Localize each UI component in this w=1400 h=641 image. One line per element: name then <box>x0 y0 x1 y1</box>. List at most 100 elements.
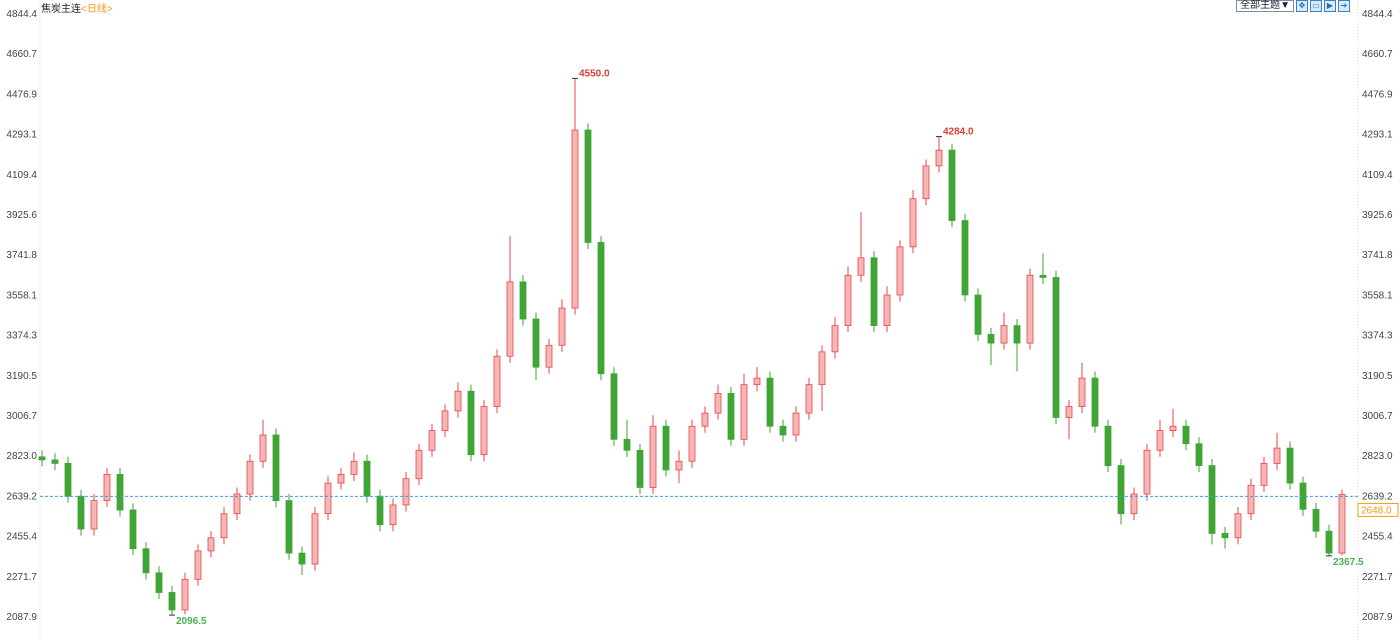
current-price-box <box>1357 502 1399 517</box>
play-icon[interactable]: ▶ <box>1324 0 1336 12</box>
candle-body <box>779 425 787 436</box>
y-tick-label-left: 4109.4 <box>6 170 37 181</box>
candle-body <box>246 460 254 495</box>
current-price-label: 2648.0 <box>1361 505 1392 516</box>
candle-body <box>597 242 605 375</box>
candle-body <box>1182 425 1190 445</box>
y-tick-label-right: 2087.9 <box>1362 612 1393 623</box>
candle-body <box>818 351 826 386</box>
candle-body <box>103 473 111 502</box>
y-tick-label-right: 3741.8 <box>1362 250 1393 261</box>
candle-body <box>688 425 696 462</box>
candle-body <box>233 493 241 515</box>
instrument-name: 焦炭主连 <box>41 4 81 15</box>
candle-body <box>506 281 514 357</box>
low-annotation: 2367.5 <box>1333 557 1364 568</box>
candle-body <box>454 390 462 412</box>
candle-body <box>38 456 46 461</box>
candle-body <box>285 500 293 554</box>
candle-body <box>532 318 540 368</box>
next-icon[interactable]: ➔ <box>1338 0 1350 12</box>
y-tick-label-right: 4476.9 <box>1362 89 1393 100</box>
candle-body <box>792 412 800 436</box>
candle-body <box>831 325 839 353</box>
candle-body <box>1000 325 1008 344</box>
candle-body <box>129 509 137 550</box>
candle-body <box>1039 274 1047 278</box>
candle-body <box>90 500 98 530</box>
candle-body <box>194 550 202 580</box>
period-label[interactable]: <日线> <box>81 4 113 15</box>
candle-body <box>1078 377 1086 407</box>
y-tick-label-right: 2639.2 <box>1362 491 1393 502</box>
candle-body <box>1091 377 1099 427</box>
candle-body <box>441 410 449 431</box>
y-tick-label-left: 3190.5 <box>6 371 37 382</box>
candle-body <box>337 473 345 484</box>
candle-body <box>311 513 319 565</box>
zoom-window-icon[interactable]: ▭ <box>1310 0 1322 12</box>
candle-body <box>649 425 657 488</box>
candle-body <box>753 377 761 386</box>
candle-body <box>1195 443 1203 466</box>
chart-title: 焦炭主连<日线> <box>41 0 113 15</box>
candle-body <box>51 459 59 464</box>
candle-body <box>935 149 943 167</box>
candle-body <box>857 257 865 276</box>
y-tick-label-right: 4660.7 <box>1362 49 1393 60</box>
candle-body <box>324 482 332 515</box>
candle-body <box>545 344 553 368</box>
y-tick-label-right: 4844.4 <box>1362 9 1393 20</box>
candle-body <box>584 129 592 243</box>
y-tick-label-left: 3374.3 <box>6 331 37 342</box>
y-tick-label-left: 3741.8 <box>6 250 37 261</box>
candle-body <box>974 294 982 335</box>
candle-body <box>675 460 683 471</box>
candle-body <box>1104 425 1112 466</box>
y-tick-label-right: 3558.1 <box>1362 290 1393 301</box>
candle-body <box>961 220 969 296</box>
candle-body <box>116 473 124 511</box>
candle-body <box>740 384 748 440</box>
candle-body <box>389 504 397 526</box>
y-tick-label-right: 4109.4 <box>1362 170 1393 181</box>
candle-body <box>883 294 891 326</box>
candle-body <box>1221 533 1229 539</box>
y-tick-label-right: 3190.5 <box>1362 371 1393 382</box>
theme-select[interactable]: 全部主题▼ <box>1236 0 1294 12</box>
y-tick-label-left: 3006.7 <box>6 411 37 422</box>
candle-body <box>181 578 189 611</box>
candle-body <box>1169 425 1177 431</box>
candle-body <box>701 412 709 427</box>
candle-body <box>1052 277 1060 418</box>
candle-body <box>493 355 501 407</box>
y-tick-label-left: 2823.0 <box>6 451 37 462</box>
candle-body <box>805 384 813 414</box>
candle-body <box>1143 449 1151 495</box>
candle-body <box>636 449 644 488</box>
candle-body <box>363 460 371 497</box>
candle-body <box>844 274 852 326</box>
y-tick-label-right: 2823.0 <box>1362 451 1393 462</box>
candle-body <box>766 377 774 427</box>
candle-body <box>1208 465 1216 534</box>
candle-body <box>220 513 228 539</box>
y-tick-label-left: 2639.2 <box>6 491 37 502</box>
candle-body <box>623 438 631 451</box>
y-tick-label-left: 4476.9 <box>6 89 37 100</box>
candle-body <box>77 495 85 530</box>
candle-body <box>1026 274 1034 344</box>
y-tick-label-left: 3925.6 <box>6 210 37 221</box>
candle-body <box>558 307 566 346</box>
crosshair-icon[interactable]: ✥ <box>1296 0 1308 12</box>
y-tick-label-left: 2455.4 <box>6 532 37 543</box>
candle-body <box>1156 430 1164 451</box>
y-tick-label-left: 4293.1 <box>6 130 37 141</box>
chart-toolbar: 全部主题▼ ✥ ▭ ▶ ➔ <box>1236 0 1350 12</box>
candle-body <box>1117 465 1125 515</box>
candle-body <box>402 478 410 506</box>
candle-body <box>1273 447 1281 464</box>
candle-body <box>727 393 735 440</box>
candle-body <box>298 552 306 565</box>
